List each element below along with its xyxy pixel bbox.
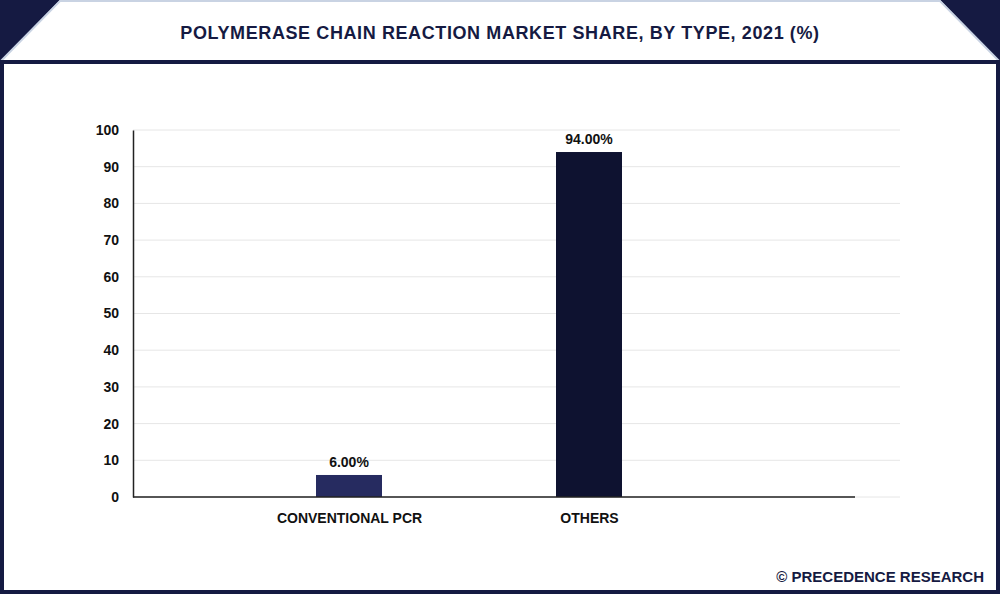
data-label: 94.00% (565, 131, 613, 147)
grid-line (133, 386, 900, 387)
y-tick: 40 (103, 342, 133, 358)
grid-line (133, 313, 900, 314)
y-tick: 50 (103, 305, 133, 321)
y-tick: 80 (103, 195, 133, 211)
grid-line (133, 166, 900, 167)
grid-line (133, 350, 900, 351)
y-tick-label: 90 (103, 159, 119, 175)
x-tick-label: CONVENTIONAL PCR (277, 510, 422, 526)
grid-line (133, 460, 900, 461)
grid-line (133, 203, 900, 204)
frame (2, 2, 998, 592)
y-tick: 90 (103, 159, 133, 175)
y-tick: 70 (103, 232, 133, 248)
header-rule (0, 60, 1000, 64)
y-tick: 60 (103, 269, 133, 285)
x-tick: CONVENTIONAL PCR (277, 497, 422, 526)
y-tick: 0 (111, 489, 133, 505)
y-tick-label: 0 (111, 489, 119, 505)
y-axis: 0 10 20 30 40 50 60 70 80 90 100 (96, 122, 134, 505)
x-axis: CONVENTIONAL PCR OTHERS (133, 497, 855, 526)
y-tick: 10 (103, 452, 133, 468)
y-tick-label: 70 (103, 232, 119, 248)
data-labels: 6.00% 94.00% (329, 131, 613, 470)
y-tick-label: 80 (103, 195, 119, 211)
data-label: 6.00% (329, 454, 369, 470)
source: © PRECEDENCE RESEARCH (776, 568, 984, 585)
x-axis-line (133, 496, 855, 498)
bars (316, 152, 622, 497)
grid-line (133, 423, 900, 424)
y-tick: 30 (103, 379, 133, 395)
y-tick-label: 30 (103, 379, 119, 395)
grid-line (133, 130, 900, 131)
y-tick-label: 50 (103, 305, 119, 321)
header-bg (0, 0, 1000, 62)
y-tick-label: 40 (103, 342, 119, 358)
grid-line (133, 276, 900, 277)
grid-line (133, 497, 900, 498)
y-tick: 20 (103, 416, 133, 432)
y-tick-label: 60 (103, 269, 119, 285)
grid-line (133, 240, 900, 241)
y-tick-label: 10 (103, 452, 119, 468)
header-outline (0, 1, 1000, 62)
chart-root: POLYMERASE CHAIN REACTION MARKET SHARE, … (0, 0, 1000, 594)
bar (316, 475, 382, 497)
y-tick-label: 100 (96, 122, 120, 138)
title: POLYMERASE CHAIN REACTION MARKET SHARE, … (180, 23, 819, 43)
x-tick: OTHERS (560, 497, 618, 526)
y-axis-line (133, 131, 135, 498)
bar (556, 152, 622, 497)
y-tick: 100 (96, 122, 133, 138)
grid (133, 130, 900, 497)
x-tick-label: OTHERS (560, 510, 618, 526)
y-tick-label: 20 (103, 416, 119, 432)
